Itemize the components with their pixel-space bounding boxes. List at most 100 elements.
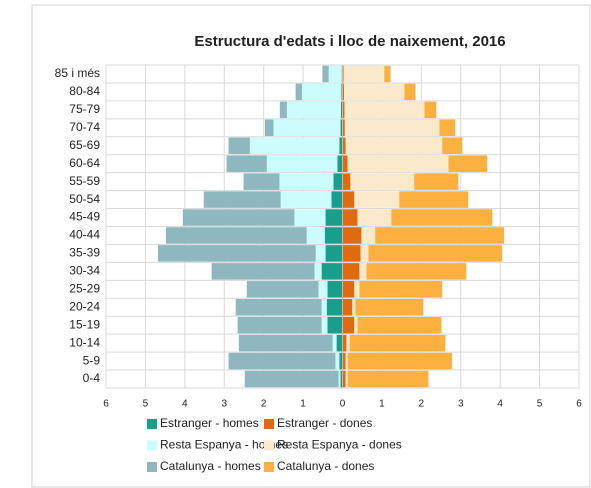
bar xyxy=(318,281,328,298)
x-tick-label: 4 xyxy=(497,399,503,410)
x-tick-label: 1 xyxy=(300,399,306,410)
bar xyxy=(345,137,443,155)
bar xyxy=(321,263,343,280)
bar xyxy=(342,334,347,352)
bar xyxy=(321,298,327,316)
x-tick-label: 2 xyxy=(419,399,425,410)
x-tick-label: 3 xyxy=(221,399,227,410)
bar xyxy=(361,227,376,244)
bar xyxy=(336,334,343,352)
x-tick-label: 5 xyxy=(143,399,149,410)
bar xyxy=(286,101,341,119)
bar xyxy=(315,245,326,262)
bar xyxy=(295,83,302,101)
bar xyxy=(246,281,319,298)
bar xyxy=(327,316,343,334)
legend-swatch xyxy=(147,440,157,451)
bar xyxy=(306,227,325,244)
bar xyxy=(345,352,348,370)
x-tick-label: 0 xyxy=(340,399,346,410)
y-tick-label: 25-29 xyxy=(69,281,100,295)
bar xyxy=(266,155,338,172)
legend-swatch xyxy=(264,462,274,472)
bar xyxy=(342,370,346,388)
bar xyxy=(347,155,449,172)
bar xyxy=(349,334,446,352)
bar xyxy=(357,209,392,226)
bar xyxy=(342,173,351,190)
bar xyxy=(226,155,267,172)
bar xyxy=(368,245,503,262)
bar xyxy=(337,155,343,172)
bar xyxy=(448,155,488,172)
bar xyxy=(340,101,343,119)
y-tick-label: 0-4 xyxy=(83,371,101,385)
bar xyxy=(339,137,343,155)
bar xyxy=(342,316,355,334)
bar xyxy=(244,370,339,388)
bar xyxy=(158,245,316,262)
legend-label: Catalunya - dones xyxy=(277,459,374,473)
y-tick-label: 65-69 xyxy=(69,138,100,152)
legend-label: Catalunya - homes xyxy=(160,459,261,473)
bar xyxy=(345,370,348,388)
chart-title: Estructura d'edats i lloc de naixement, … xyxy=(194,33,505,50)
bar xyxy=(342,227,362,244)
bar xyxy=(279,173,334,190)
bar xyxy=(350,173,415,190)
bar xyxy=(359,281,443,298)
bar xyxy=(342,155,348,172)
bar xyxy=(339,352,343,370)
y-tick-label: 20-24 xyxy=(69,299,100,313)
x-tick-label: 2 xyxy=(261,399,267,410)
x-tick-label: 5 xyxy=(537,399,543,410)
bar xyxy=(340,370,343,388)
bar xyxy=(327,281,343,298)
y-tick-label: 10-14 xyxy=(69,335,100,349)
legend-swatch xyxy=(147,419,157,429)
y-tick-label: 40-44 xyxy=(69,228,100,242)
bar xyxy=(344,119,440,137)
bar xyxy=(280,191,332,208)
bar xyxy=(375,227,505,244)
bar xyxy=(360,245,369,262)
y-tick-label: 70-74 xyxy=(69,120,100,134)
bar xyxy=(344,101,425,119)
bar xyxy=(203,191,281,208)
bar xyxy=(331,191,343,208)
bar xyxy=(211,263,315,280)
bar xyxy=(249,137,340,155)
bar xyxy=(442,137,463,155)
bar xyxy=(347,352,453,370)
bar xyxy=(338,370,341,388)
bar xyxy=(342,191,355,208)
bar xyxy=(352,298,356,316)
bar xyxy=(326,298,343,316)
bar xyxy=(321,316,328,334)
legend-label: Estranger - homes xyxy=(160,416,259,430)
bar xyxy=(357,316,442,334)
legend-swatch xyxy=(147,462,157,472)
bar xyxy=(182,209,295,226)
bar xyxy=(391,209,493,226)
x-tick-label: 1 xyxy=(379,399,385,410)
bar xyxy=(344,83,405,101)
y-tick-label: 15-19 xyxy=(69,317,100,331)
bar xyxy=(228,352,336,370)
y-tick-label: 50-54 xyxy=(69,192,100,206)
bar xyxy=(340,119,343,137)
legend-label: Resta Espanya - homes xyxy=(160,438,288,452)
bar xyxy=(342,119,345,137)
legend-label: Resta Espanya - dones xyxy=(277,438,402,452)
bar xyxy=(424,101,437,119)
legend-swatch xyxy=(264,440,274,451)
legend-swatch xyxy=(264,419,274,429)
bar xyxy=(328,65,342,83)
bar xyxy=(342,352,346,370)
x-tick-label: 6 xyxy=(576,399,582,410)
bar xyxy=(359,263,367,280)
bar xyxy=(342,298,353,316)
bar xyxy=(333,173,343,190)
bar xyxy=(342,245,361,262)
